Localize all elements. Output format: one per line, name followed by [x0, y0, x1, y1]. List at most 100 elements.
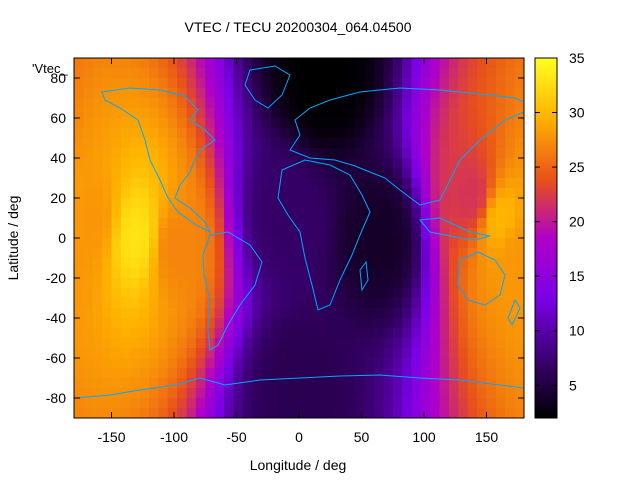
heatmap-cell — [130, 258, 141, 269]
heatmap-cell — [336, 198, 347, 209]
heatmap-cell — [261, 238, 272, 249]
heatmap-cell — [280, 128, 291, 139]
heatmap-cell — [158, 338, 169, 349]
heatmap-cell — [92, 138, 103, 149]
heatmap-cell — [224, 208, 234, 219]
heatmap-cell — [83, 208, 94, 219]
heatmap-cell — [186, 318, 197, 329]
heatmap-cell — [364, 158, 375, 169]
heatmap-cell — [364, 358, 375, 369]
heatmap-cell — [280, 298, 291, 309]
heatmap-cell — [289, 408, 300, 418]
heatmap-cell — [261, 328, 272, 339]
heatmap-cell — [336, 358, 347, 369]
heatmap-cell — [439, 348, 450, 359]
heatmap-cell — [402, 288, 413, 299]
heatmap-cell — [430, 388, 441, 399]
heatmap-cell — [83, 258, 94, 269]
heatmap-cell — [477, 338, 488, 349]
heatmap-cell — [505, 58, 516, 69]
heatmap-cell — [270, 368, 281, 379]
heatmap-cell — [364, 328, 375, 339]
heatmap-cell — [74, 288, 84, 299]
heatmap-cell — [224, 348, 234, 359]
heatmap-cell — [252, 368, 263, 379]
heatmap-cell — [130, 268, 141, 279]
heatmap-cell — [392, 228, 403, 239]
heatmap-cell — [270, 298, 281, 309]
heatmap-cell — [449, 178, 459, 189]
heatmap-cell — [158, 258, 169, 269]
heatmap-cell — [477, 348, 488, 359]
heatmap-cell — [177, 358, 188, 369]
heatmap-cell — [467, 298, 478, 309]
y-axis-label: Latitude / deg — [5, 196, 21, 281]
heatmap-cell — [374, 348, 384, 359]
heatmap-cell — [205, 228, 216, 239]
heatmap-cell — [345, 328, 356, 339]
heatmap-cell — [242, 68, 253, 79]
heatmap-cell — [420, 158, 431, 169]
heatmap-cell — [299, 198, 309, 209]
heatmap-cell — [439, 188, 450, 199]
heatmap-cell — [83, 168, 94, 179]
heatmap-cell — [130, 128, 141, 139]
heatmap-cell — [92, 378, 103, 389]
heatmap-cell — [205, 358, 216, 369]
heatmap-cell — [430, 258, 441, 269]
heatmap-cell — [167, 118, 178, 129]
heatmap-cell — [270, 238, 281, 249]
heatmap-cell — [270, 388, 281, 399]
heatmap-cell — [505, 248, 516, 259]
heatmap-cell — [261, 78, 272, 89]
coastline-south-america — [202, 231, 263, 351]
heatmap-cell — [195, 218, 206, 229]
heatmap-cell — [402, 238, 413, 249]
heatmap-cell — [120, 228, 131, 239]
heatmap-cell — [402, 88, 413, 99]
heatmap-cell — [374, 318, 384, 329]
heatmap-cell — [411, 218, 422, 229]
x-tick-label: 0 — [295, 429, 303, 445]
heatmap-cell — [336, 178, 347, 189]
heatmap-cell — [383, 118, 394, 129]
heatmap-cell — [186, 328, 197, 339]
heatmap-cell — [514, 268, 524, 279]
heatmap-cell — [374, 88, 384, 99]
heatmap-cell — [270, 198, 281, 209]
heatmap-cell — [486, 118, 497, 129]
heatmap-cell — [486, 88, 497, 99]
heatmap-cell — [374, 108, 384, 119]
heatmap-cell — [317, 238, 328, 249]
heatmap-cell — [139, 318, 150, 329]
heatmap-cell — [120, 78, 131, 89]
heatmap-cell — [130, 318, 141, 329]
heatmap-cell — [289, 88, 300, 99]
heatmap-cell — [420, 98, 431, 109]
heatmap-cell — [402, 108, 413, 119]
heatmap-cell — [336, 308, 347, 319]
heatmap-cell — [149, 228, 159, 239]
heatmap-cell — [374, 278, 384, 289]
heatmap-cell — [345, 198, 356, 209]
heatmap-cell — [420, 118, 431, 129]
heatmap-cell — [242, 308, 253, 319]
heatmap-cell — [420, 308, 431, 319]
heatmap-cell — [102, 188, 113, 199]
heatmap-cell — [92, 128, 103, 139]
heatmap-cell — [261, 198, 272, 209]
heatmap-cell — [392, 88, 403, 99]
heatmap-cell — [355, 158, 366, 169]
heatmap-cell — [233, 168, 244, 179]
heatmap-cell — [383, 88, 394, 99]
heatmap-cell — [514, 218, 524, 229]
heatmap-cell — [195, 108, 206, 119]
heatmap-cell — [224, 338, 234, 349]
heatmap-cell — [317, 338, 328, 349]
heatmap-cell — [505, 358, 516, 369]
heatmap-cell — [233, 98, 244, 109]
heatmap-cell — [505, 148, 516, 159]
heatmap-cell — [186, 298, 197, 309]
heatmap-cell — [280, 188, 291, 199]
heatmap-cell — [214, 388, 225, 399]
